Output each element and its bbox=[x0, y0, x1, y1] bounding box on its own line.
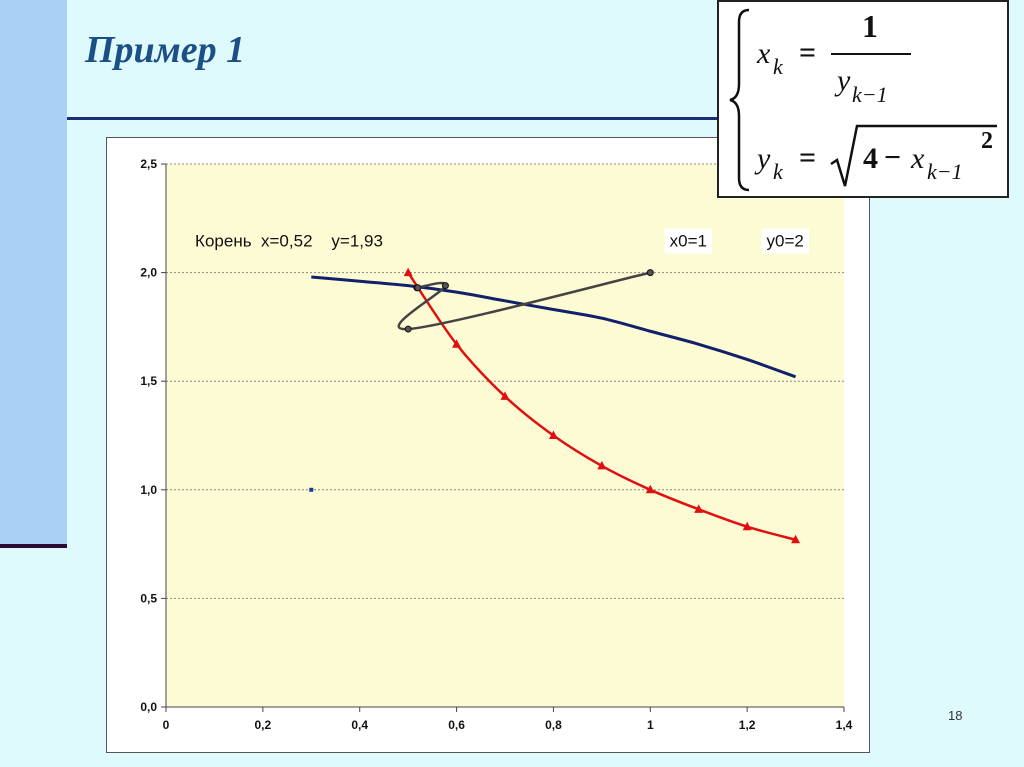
fraction-bar bbox=[831, 53, 911, 55]
formula-den-sub: k−1 bbox=[852, 82, 888, 107]
x-tick-label: 1,2 bbox=[739, 718, 756, 732]
y-tick-label: 0,5 bbox=[140, 591, 157, 605]
x-tick-label: 1,4 bbox=[836, 718, 853, 732]
triangle-marker bbox=[500, 391, 510, 400]
triangle-marker bbox=[548, 430, 558, 439]
triangle-marker bbox=[742, 521, 752, 531]
y-tick-label: 0,0 bbox=[140, 700, 157, 714]
triangle-marker bbox=[403, 267, 413, 277]
x-tick-label: 0,8 bbox=[545, 718, 562, 732]
x-tick-label: 0,4 bbox=[351, 718, 368, 732]
formula-minus: − bbox=[884, 141, 902, 174]
circle-marker bbox=[441, 282, 449, 290]
formula-x-lhs-sub: k bbox=[773, 54, 783, 79]
formula-y-lhs-sub: k bbox=[773, 159, 783, 184]
slide-number: 18 bbox=[948, 708, 963, 723]
square-marker bbox=[309, 487, 314, 492]
annotation-label: y0=2 bbox=[767, 232, 804, 251]
y-tick-label: 2,0 bbox=[140, 266, 157, 280]
annotation-label: x0=1 bbox=[670, 232, 707, 251]
chart-frame: 0,0 0,5 1,0 1,5 2,0 2,5 0 0,2 0,4 0,6 0,8 1 1,2 1,4 Ко… bbox=[106, 137, 870, 753]
formula-den: y bbox=[837, 64, 851, 97]
x-tick-label: 1 bbox=[647, 718, 654, 732]
formula-exponent: 2 bbox=[981, 128, 993, 154]
formula-x-lhs: x bbox=[757, 37, 771, 70]
plot-area bbox=[166, 164, 844, 707]
formula-num: 1 bbox=[862, 8, 878, 44]
annotation-box bbox=[761, 228, 809, 254]
slide-title: Пример 1 bbox=[85, 29, 246, 71]
circle-marker bbox=[646, 269, 654, 277]
annotation-label: Корень x=0,52 y=1,93 bbox=[195, 232, 383, 251]
triangle-marker bbox=[597, 460, 607, 470]
left-accent-strip bbox=[0, 0, 67, 548]
left-brace-icon bbox=[729, 8, 750, 192]
x-tick-label: 0,6 bbox=[448, 718, 465, 732]
x-tick-label: 0 bbox=[163, 718, 170, 732]
formula-eq-2: = bbox=[799, 141, 817, 174]
chart: 0,0 0,5 1,0 1,5 2,0 2,5 0 0,2 0,4 0,6 0,8 1 1,2 1,4 Ко… bbox=[140, 157, 853, 732]
circle-marker bbox=[404, 325, 412, 333]
circle-marker bbox=[414, 284, 422, 292]
formula-box: x k = 1 y k−1 y k = 4 − x k−1 2 bbox=[717, 0, 1009, 198]
series-line bbox=[311, 275, 797, 379]
triangle-marker bbox=[645, 484, 655, 494]
title-rule bbox=[67, 117, 727, 120]
formula-y-lhs: y bbox=[757, 142, 771, 175]
formula-rad-sub: k−1 bbox=[927, 159, 963, 184]
left-accent-divider bbox=[0, 544, 67, 548]
series-line bbox=[407, 271, 796, 541]
y-tick-label: 2,5 bbox=[140, 157, 157, 171]
annotation-box bbox=[664, 228, 713, 254]
sqrt-icon bbox=[830, 124, 997, 187]
y-tick-label: 1,0 bbox=[140, 483, 157, 497]
triangle-marker bbox=[694, 504, 704, 513]
formula-rad-var: x bbox=[911, 142, 925, 175]
triangle-marker bbox=[452, 339, 462, 348]
formula-rad-const: 4 bbox=[863, 142, 878, 175]
triangle-marker bbox=[791, 534, 801, 544]
formula-eq-1: = bbox=[799, 36, 817, 69]
x-tick-label: 0,2 bbox=[255, 718, 272, 732]
y-tick-label: 1,5 bbox=[140, 374, 157, 388]
